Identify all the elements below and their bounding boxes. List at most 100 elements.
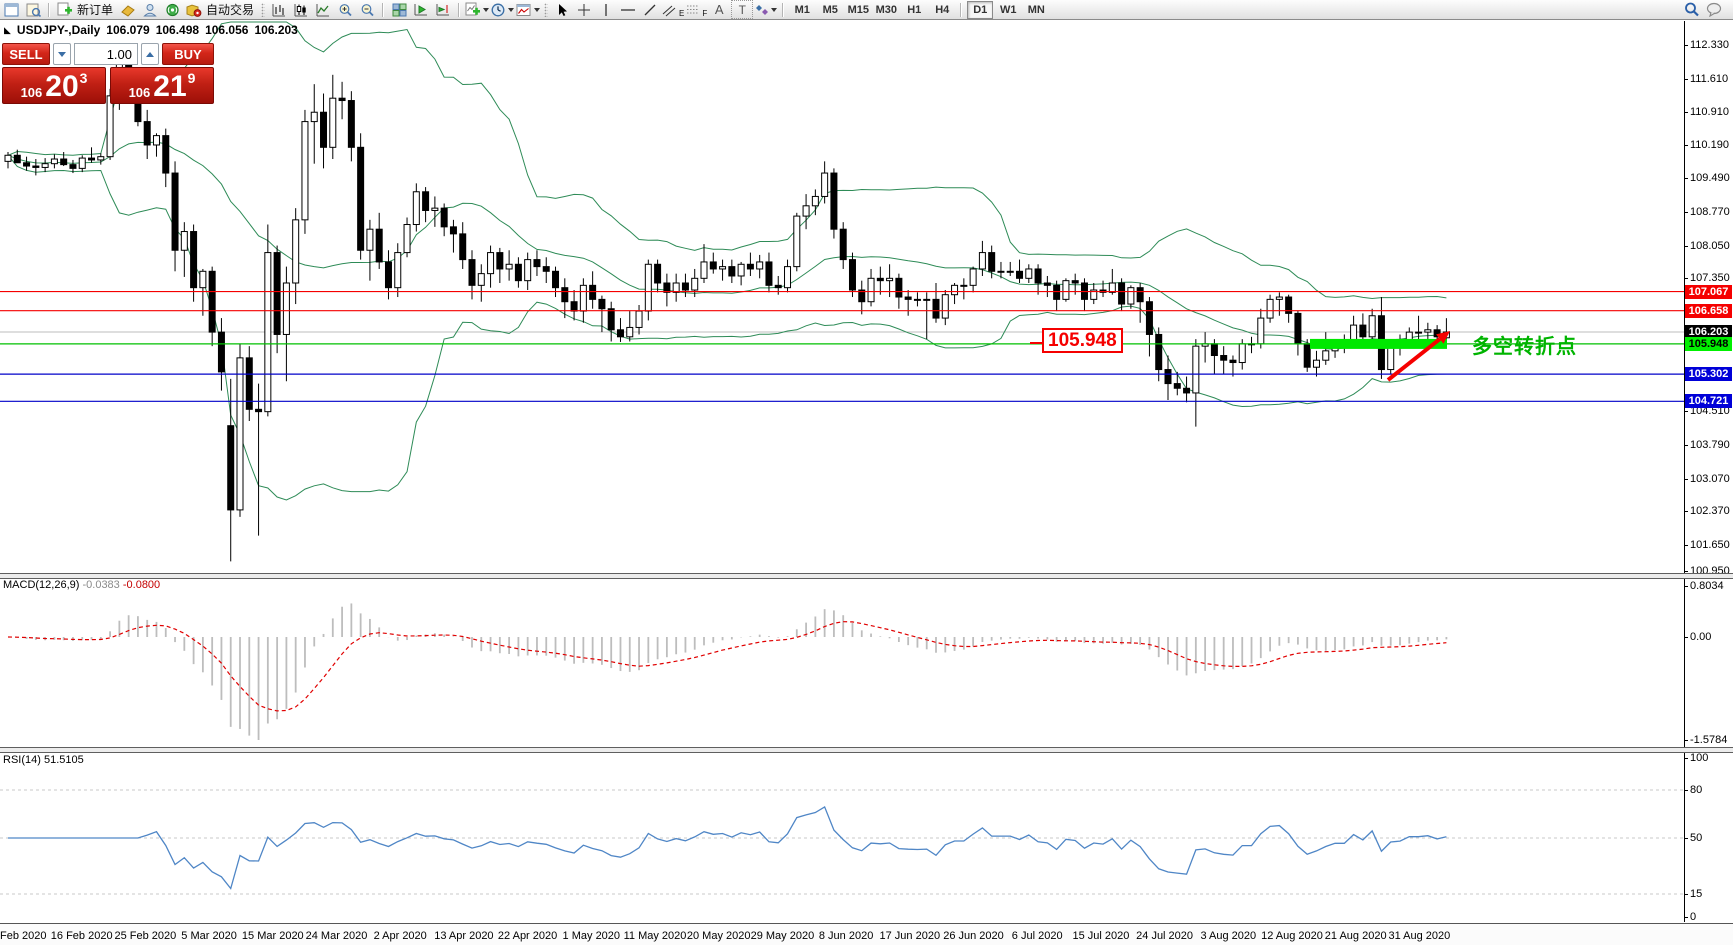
price-tick-label: 103.790	[1690, 438, 1730, 451]
price-tick-label: 107.350	[1690, 272, 1730, 285]
periods-icon[interactable]	[491, 1, 515, 18]
callout-dash	[1030, 342, 1042, 344]
rsi-label: RSI(14) 51.5105	[3, 754, 84, 766]
auto-trading-icon[interactable]	[184, 1, 204, 18]
fibo-suffix: F	[702, 9, 708, 18]
timeframe-button-m1[interactable]: M1	[794, 3, 810, 16]
rsi-tick-label: 15	[1690, 888, 1703, 900]
candlestick-mode-icon[interactable]	[291, 1, 311, 18]
zoom-in-icon[interactable]	[335, 1, 355, 18]
chat-icon[interactable]	[1704, 1, 1724, 18]
bid-figure: 106	[20, 84, 43, 100]
date-label: 17 Jun 2020	[879, 930, 941, 942]
toolbar-divider	[0, 19, 1733, 20]
line-chart-mode-icon[interactable]	[313, 1, 333, 18]
chart-window-icon[interactable]	[1, 1, 21, 18]
arrows-tool-icon[interactable]	[755, 1, 778, 18]
volume-input[interactable]: 1.00	[74, 43, 138, 65]
ohlc-close: 106.203	[254, 23, 298, 37]
cursor-icon[interactable]	[552, 1, 572, 18]
bid-quote[interactable]: 106 20 3	[2, 67, 106, 104]
zoom-out-icon[interactable]	[357, 1, 377, 18]
price-tag: 107.067	[1685, 284, 1732, 299]
date-label: 8 Jun 2020	[818, 930, 874, 942]
ohlc-open: 106.079	[106, 23, 150, 37]
date-label: 1 May 2020	[562, 930, 621, 942]
channel-icon[interactable]: E	[662, 1, 684, 18]
price-callout[interactable]: 105.948	[1042, 328, 1123, 353]
trendline-icon[interactable]	[640, 1, 660, 18]
price-tick-label: 111.610	[1690, 73, 1729, 85]
new-order-label[interactable]: 新订单	[77, 3, 114, 17]
auto-trading-label[interactable]: 自动交易	[206, 3, 255, 17]
timeframe-button-m5[interactable]: M5	[822, 3, 838, 16]
ask-point: 9	[187, 70, 196, 86]
macd-value: -0.0383	[82, 579, 120, 591]
bid-point: 3	[79, 70, 88, 86]
ohlc-high: 106.498	[155, 23, 200, 37]
toolbar-separator	[960, 2, 963, 17]
volume-increase-button[interactable]	[141, 43, 159, 65]
timeframe-button-m15[interactable]: M15	[847, 3, 869, 16]
buy-button[interactable]: BUY	[162, 43, 214, 65]
bid-pips: 20	[45, 70, 79, 104]
auto-scroll-icon[interactable]	[411, 1, 431, 18]
date-label: 24 Jul 2020	[1136, 930, 1194, 942]
price-tick-label: 108.770	[1690, 205, 1730, 218]
timeframe-button-w1[interactable]: W1	[1000, 3, 1017, 16]
price-tick-label: 102.370	[1690, 505, 1730, 518]
toolbar-handle	[544, 2, 549, 17]
wallet-icon[interactable]	[118, 1, 138, 18]
timeframe-button-h4[interactable]: H4	[935, 3, 950, 16]
signals-icon[interactable]	[162, 1, 182, 18]
new-chart-icon[interactable]	[465, 1, 490, 18]
bar-chart-mode-icon[interactable]	[269, 1, 289, 18]
trend-arrow[interactable]	[1386, 337, 1442, 382]
price-tag: 105.302	[1685, 367, 1732, 382]
date-label: 6 Jul 2020	[1011, 930, 1063, 942]
rsi-splitter[interactable]	[0, 747, 1733, 753]
market-watch-icon[interactable]	[23, 1, 43, 18]
tile-windows-icon[interactable]	[389, 1, 409, 18]
time-axis: Feb 2020 16 Feb 2020 25 Feb 2020 5 Mar 2020…	[0, 923, 1733, 945]
fibonacci-icon[interactable]: F	[686, 1, 707, 18]
channel-suffix: E	[679, 9, 685, 18]
highlight-bar[interactable]	[1310, 338, 1447, 349]
macd-tick-label: 0.8034	[1690, 580, 1724, 592]
trend-note-text[interactable]: 多空转折点	[1472, 336, 1577, 358]
ask-figure: 106	[128, 84, 151, 100]
horizontal-line-icon[interactable]	[618, 1, 638, 18]
text-tool-icon[interactable]: A	[714, 2, 724, 17]
date-label: 2 Apr 2020	[373, 930, 427, 942]
crosshair-icon[interactable]	[574, 1, 594, 18]
date-label: 24 Mar 2020	[305, 930, 368, 942]
timeframe-button-h1[interactable]: H1	[907, 3, 922, 16]
chart-shift-icon[interactable]	[433, 1, 453, 18]
rsi-tick-label: 80	[1690, 784, 1703, 796]
text-label-tool-icon[interactable]: T	[731, 0, 754, 19]
timeframe-button-mn[interactable]: MN	[1027, 3, 1045, 16]
timeframe-button-m30[interactable]: M30	[875, 3, 897, 16]
rsi-value: 51.5105	[43, 754, 84, 766]
ohlc-low: 106.056	[205, 23, 249, 37]
contacts-icon[interactable]	[140, 1, 160, 18]
price-tick-label: 101.650	[1690, 538, 1730, 551]
timeframe-button-d1[interactable]: D1	[967, 0, 994, 19]
date-label: Feb 2020	[0, 930, 47, 942]
macd-name: MACD(12,26,9)	[3, 579, 80, 591]
sell-button[interactable]: SELL	[2, 43, 50, 65]
toolbar-separator	[48, 2, 50, 17]
vertical-line-icon[interactable]	[596, 1, 616, 18]
ask-quote[interactable]: 106 21 9	[110, 67, 214, 104]
templates-icon[interactable]	[516, 1, 541, 18]
price-tick-label: 108.050	[1690, 239, 1730, 252]
toolbar-separator	[782, 2, 785, 17]
date-label: 31 Aug 2020	[1388, 930, 1451, 942]
search-icon[interactable]	[1682, 1, 1702, 18]
date-label: 15 Mar 2020	[241, 930, 304, 942]
macd-splitter[interactable]	[0, 573, 1733, 579]
new-order-icon[interactable]	[55, 1, 75, 18]
volume-decrease-button[interactable]	[53, 43, 71, 65]
